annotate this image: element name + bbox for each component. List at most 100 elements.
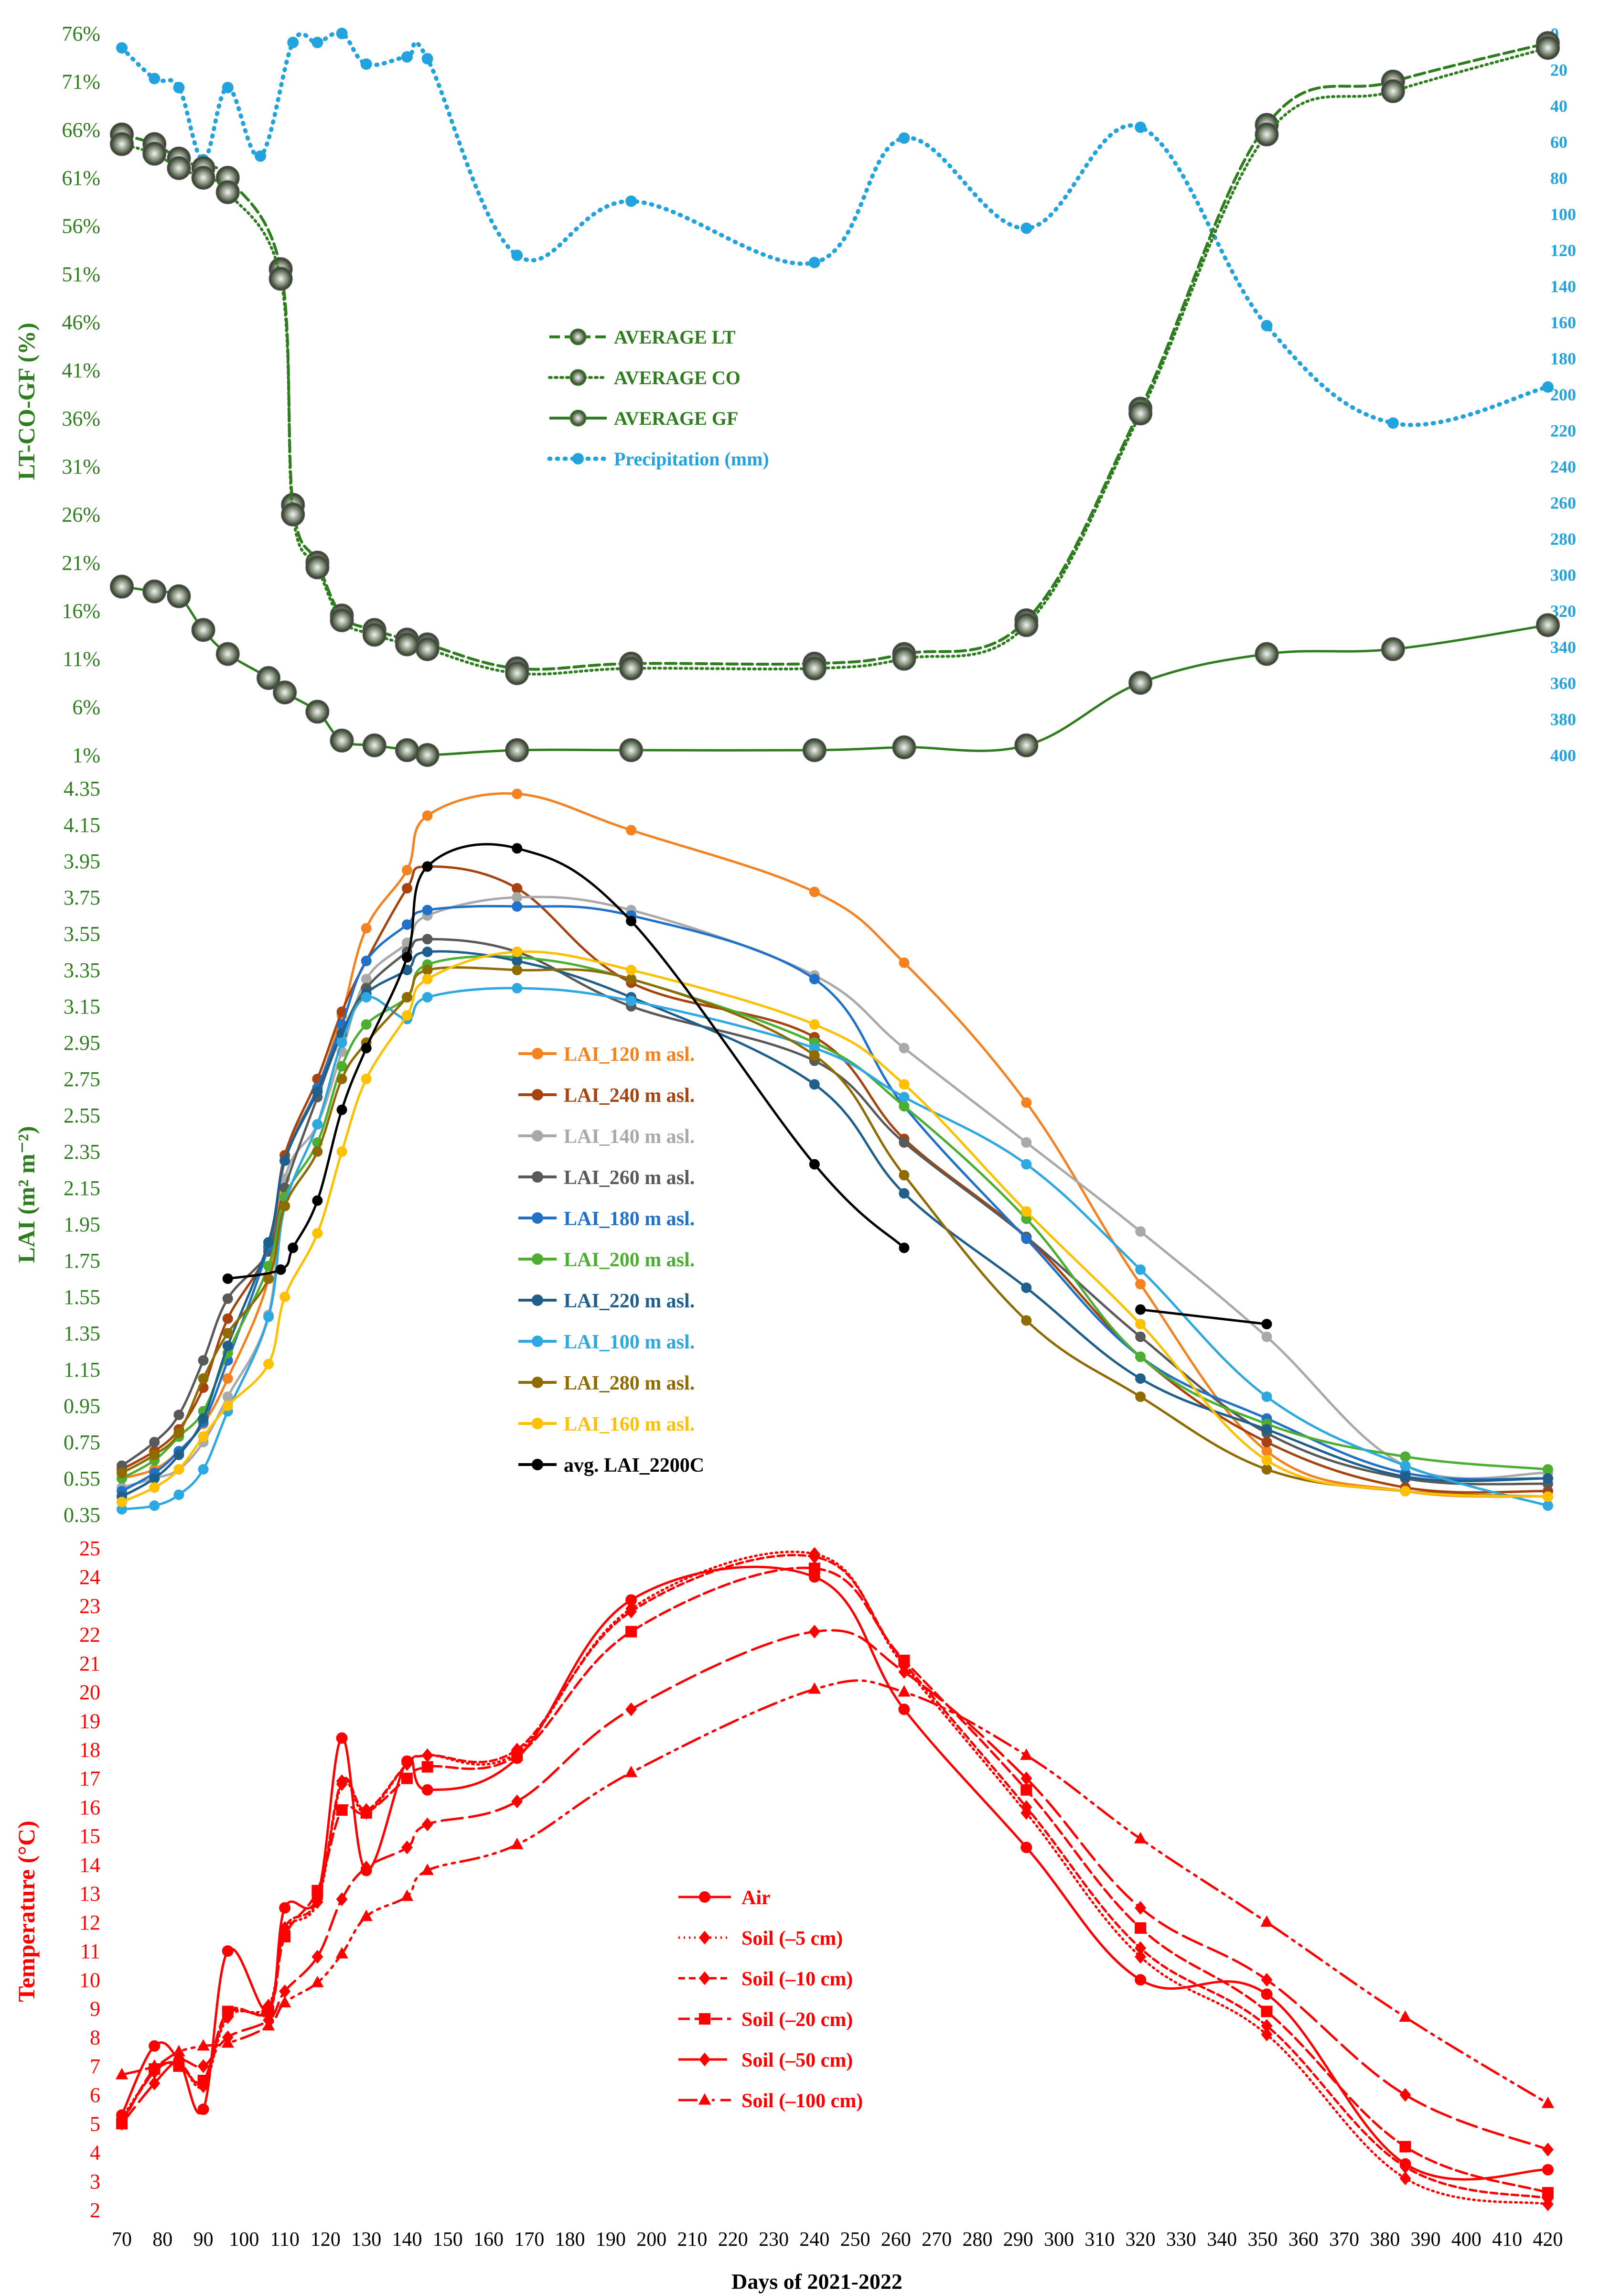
lt-co-gf-y-tick-label: 56%	[62, 215, 100, 238]
soil-20-cm-point	[898, 1654, 910, 1666]
soil-50-cm-point	[197, 2059, 209, 2073]
legend-average-co: AVERAGE CO	[614, 367, 740, 388]
precipitation-y-tick-label: 280	[1550, 529, 1576, 549]
temperature-y-tick-label: 10	[79, 1968, 100, 1992]
precipitation-y-tick-label: 120	[1550, 241, 1576, 260]
temperature-y-axis-label: Temperature (°C)	[13, 1821, 40, 2002]
lai-y-tick-label: 3.55	[64, 922, 100, 946]
temperature-y-tick-label: 4	[90, 2141, 100, 2165]
precipitation-point	[360, 58, 372, 70]
x-tick-label: 270	[922, 2229, 952, 2251]
soil-5-cm-point	[1399, 2171, 1411, 2186]
soil-20-cm-point	[1542, 2187, 1554, 2199]
lai-160-m-asl-point	[312, 1228, 323, 1239]
lt-co-gf-y-tick-label: 1%	[72, 744, 100, 767]
lai-100-m-asl-point	[336, 1037, 347, 1048]
lt-co-gf-y-tick-label: 16%	[62, 599, 100, 623]
lai-100-m-asl-point	[1021, 1159, 1032, 1170]
soil-20-cm-point	[1020, 1784, 1032, 1796]
soil-100-cm-point	[115, 2068, 129, 2080]
lai-200-m-asl-point	[1400, 1451, 1411, 1462]
temperature-legend-marker	[699, 1971, 710, 1985]
lai-280-m-asl-point	[312, 1146, 323, 1157]
lai-120-m-asl-point	[361, 923, 372, 934]
lai-y-tick-label: 2.15	[64, 1176, 100, 1200]
precipitation-point	[511, 249, 523, 261]
lai-220-m-asl-point	[149, 1473, 160, 1484]
lai-240-m-asl-point	[512, 883, 523, 894]
precipitation-y-tick-label: 240	[1550, 457, 1576, 476]
x-tick-label: 370	[1329, 2229, 1359, 2251]
lai-220-m-asl-point	[809, 1079, 820, 1090]
lai-180-m-asl-point	[1021, 1233, 1032, 1244]
soil-20-cm-point	[336, 1804, 348, 1816]
x-tick-label: 360	[1288, 2229, 1319, 2251]
precipitation-point	[1135, 121, 1147, 133]
soil-20-cm-point	[1135, 1922, 1147, 1934]
average-co-line	[120, 46, 1549, 676]
temperature-y-tick-label: 8	[90, 2026, 100, 2049]
precipitation-y-tick-label: 180	[1550, 349, 1576, 368]
soil-50-cm-point	[401, 1840, 413, 1854]
avg-lai-2200c-point	[336, 1104, 347, 1115]
soil-50-cm-point	[336, 1892, 348, 1907]
air-point	[222, 1945, 234, 1957]
average-co-point	[1381, 79, 1405, 103]
precipitation-y-tick-label: 60	[1550, 133, 1567, 152]
soil-100-cm-point	[1020, 1748, 1033, 1760]
temperature-y-tick-label: 18	[79, 1738, 100, 1762]
lt-co-gf-legend: AVERAGE LT AVERAGE CO AVERAGE GF Precipi…	[547, 326, 769, 470]
avg-lai-2200c-point	[1261, 1319, 1272, 1329]
lai-160-m-asl-point	[1261, 1455, 1272, 1466]
lai-100-m-asl-point	[149, 1500, 160, 1511]
lai-160-m-asl-point	[402, 1010, 412, 1021]
soil-20-cm-point	[360, 1807, 372, 1819]
lai-180-m-asl-line	[121, 905, 1548, 1492]
lai-100-m-asl-point	[1543, 1500, 1553, 1511]
soil-10-cm-point	[625, 1605, 637, 1618]
lt-co-gf-y-tick-label: 61%	[62, 166, 100, 190]
precipitation-y-tick-label: 300	[1550, 566, 1576, 585]
x-tick-label: 330	[1166, 2229, 1196, 2251]
lai-y-tick-label: 2.75	[64, 1067, 100, 1091]
air-point	[421, 1784, 433, 1796]
lai-160-m-asl-point	[1135, 1319, 1146, 1329]
precipitation-mm-line	[119, 30, 1550, 427]
temperature-series	[115, 1547, 1555, 2211]
avg-lai-2200c-point	[312, 1195, 323, 1206]
soil-100-cm-point	[1134, 1832, 1147, 1843]
soil-20-cm-point	[197, 2075, 209, 2087]
temperature-y-tick-label: 19	[79, 1709, 100, 1733]
soil-100-cm-point	[311, 1975, 324, 1987]
lt-co-gf-y-ticks: 76% 71% 66% 61% 56% 51% 46% 41% 36% 31% 26% 21% 16% 1…	[62, 22, 100, 767]
temperature-legend-label: Soil (–5 cm)	[741, 1928, 843, 1950]
soil-100-cm-point	[808, 1682, 821, 1694]
legend-average-lt: AVERAGE LT	[614, 326, 736, 348]
precipitation-point	[401, 51, 413, 63]
lai-legend-label: LAI_160 m asl.	[564, 1413, 695, 1435]
temperature-legend-label: Soil (–50 cm)	[741, 2049, 853, 2071]
lai-legend-marker	[532, 1130, 543, 1142]
temperature-y-tick-label: 3	[90, 2170, 100, 2193]
lai-100-m-asl-point	[263, 1311, 274, 1322]
x-tick-label: 90	[193, 2229, 214, 2251]
lai-120-m-asl-point	[422, 810, 433, 821]
lai-y-tick-label: 0.35	[64, 1503, 100, 1527]
lai-100-m-asl-point	[198, 1464, 209, 1475]
lai-legend-label: LAI_100 m asl.	[564, 1331, 695, 1353]
air-point	[279, 1902, 291, 1914]
lai-280-m-asl-point	[336, 1074, 347, 1084]
soil-20-cm-point	[222, 2005, 234, 2017]
x-tick-label: 200	[636, 2229, 666, 2251]
precipitation-y-tick-label: 400	[1550, 746, 1576, 765]
soil-100-cm-point	[278, 1996, 291, 2008]
lai-series	[117, 788, 1553, 1515]
air-point	[1135, 1974, 1147, 1986]
lai-120-m-asl-line	[121, 792, 1548, 1498]
x-tick-label: 150	[433, 2229, 463, 2251]
soil-50-cm-point	[1261, 1973, 1273, 1987]
lai-240-m-asl-point	[1261, 1437, 1272, 1447]
lai-220-m-asl-point	[222, 1340, 233, 1351]
x-tick-label: 350	[1248, 2229, 1278, 2251]
average-co-point	[415, 637, 440, 661]
